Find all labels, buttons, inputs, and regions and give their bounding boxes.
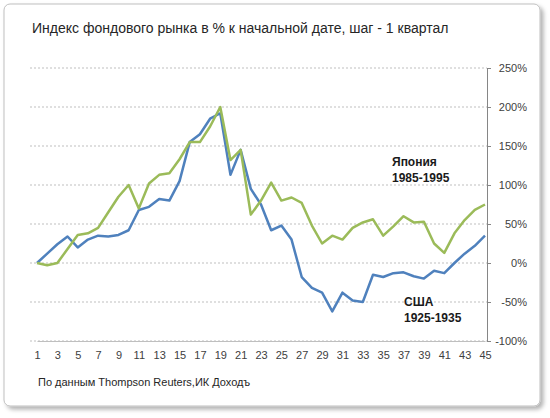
x-tick-label: 37 xyxy=(398,349,410,361)
x-tick: 29 xyxy=(316,341,328,361)
x-tick: 39 xyxy=(418,341,430,361)
x-tick-label: 5 xyxy=(75,349,81,361)
x-tick: 31 xyxy=(337,341,349,361)
x-tick-label: 43 xyxy=(459,349,471,361)
x-tick: 7 xyxy=(96,341,102,361)
y-tick-mark xyxy=(487,107,491,108)
x-tick-label: 41 xyxy=(439,349,451,361)
y-tick-label: 100% xyxy=(499,179,527,191)
x-tick: 41 xyxy=(439,341,451,361)
x-tick: 35 xyxy=(378,341,390,361)
x-tick-label: 19 xyxy=(215,349,227,361)
x-tick: 11 xyxy=(134,341,145,361)
x-tick-label: 35 xyxy=(378,349,390,361)
x-tick-label: 31 xyxy=(337,349,349,361)
series-line xyxy=(37,113,485,311)
grid xyxy=(30,68,487,341)
x-axis-line xyxy=(38,341,486,342)
y-tick-mark xyxy=(487,185,491,186)
x-tick: 13 xyxy=(154,341,166,361)
x-tick-label: 9 xyxy=(116,349,122,361)
x-tick-label: 25 xyxy=(276,349,288,361)
x-tick-label: 1 xyxy=(34,349,40,361)
x-tick: 25 xyxy=(276,341,288,361)
y-tick: 200% xyxy=(487,101,527,113)
x-tick-label: 27 xyxy=(296,349,308,361)
y-tick-label: 0% xyxy=(511,257,527,269)
x-tick: 19 xyxy=(215,341,227,361)
x-tick: 43 xyxy=(459,341,471,361)
chart: Индекс фондового рынка в % к начальной д… xyxy=(0,0,550,418)
grid-line xyxy=(30,224,487,225)
x-tick: 1 xyxy=(34,341,40,361)
x-tick: 45 xyxy=(479,341,491,361)
x-tick: 5 xyxy=(75,341,81,361)
chart-frame xyxy=(4,4,540,406)
x-tick-label: 23 xyxy=(255,349,267,361)
y-tick-label: 250% xyxy=(499,62,527,74)
x-tick-label: 39 xyxy=(418,349,430,361)
x-tick-label: 29 xyxy=(316,349,328,361)
x-tick: 3 xyxy=(55,341,61,361)
y-tick-mark xyxy=(487,224,491,225)
y-axis-line xyxy=(487,69,488,342)
x-tick: 37 xyxy=(398,341,410,361)
series-label: Япония1985-1995 xyxy=(392,155,450,185)
y-tick-label: 50% xyxy=(505,218,527,230)
y-tick-label: 200% xyxy=(499,101,527,113)
y-tick: 50% xyxy=(487,218,527,230)
source: По данным Thompson Reuters,ИК Доходъ xyxy=(38,376,250,388)
x-tick: 9 xyxy=(116,341,122,361)
grid-line xyxy=(30,146,487,147)
y-tick-label: 150% xyxy=(499,140,527,152)
series-label: США1925-1935 xyxy=(404,295,462,325)
y-tick-label: -100% xyxy=(495,335,527,347)
y-tick: -100% xyxy=(487,335,527,347)
x-tick: 21 xyxy=(235,341,247,361)
x-tick-label: 45 xyxy=(479,349,491,361)
y-tick: 100% xyxy=(487,179,527,191)
y-tick-mark xyxy=(487,146,491,147)
x-axis: 1357911131517192123252729313335373941434… xyxy=(34,341,491,361)
x-tick-label: 33 xyxy=(357,349,369,361)
y-tick-mark xyxy=(487,263,491,264)
x-tick-label: 15 xyxy=(174,349,186,361)
title: Индекс фондового рынка в % к начальной д… xyxy=(32,20,448,36)
x-tick: 27 xyxy=(296,341,308,361)
y-tick: -50% xyxy=(487,296,527,308)
x-tick: 15 xyxy=(174,341,186,361)
plot-area xyxy=(37,107,485,311)
x-tick: 33 xyxy=(357,341,369,361)
y-tick-label: -50% xyxy=(501,296,527,308)
x-tick-label: 13 xyxy=(154,349,166,361)
x-tick-label: 17 xyxy=(194,349,206,361)
grid-line xyxy=(30,341,487,342)
y-tick-mark xyxy=(487,341,491,342)
grid-line xyxy=(30,107,487,108)
x-tick-label: 21 xyxy=(235,349,247,361)
x-tick: 17 xyxy=(194,341,206,361)
x-tick-label: 11 xyxy=(134,349,145,361)
x-tick-label: 3 xyxy=(55,349,61,361)
grid-line xyxy=(30,68,487,69)
y-tick-mark xyxy=(487,68,491,69)
y-axis: -100% -50% 0% 50% 100% 150% 200% 250% xyxy=(487,62,527,347)
y-tick: 250% xyxy=(487,62,527,74)
y-tick-mark xyxy=(487,302,491,303)
series-line xyxy=(37,107,485,265)
grid-line xyxy=(30,263,487,264)
y-tick: 150% xyxy=(487,140,527,152)
x-tick: 23 xyxy=(255,341,267,361)
x-tick-label: 7 xyxy=(96,349,102,361)
y-tick: 0% xyxy=(487,257,527,269)
